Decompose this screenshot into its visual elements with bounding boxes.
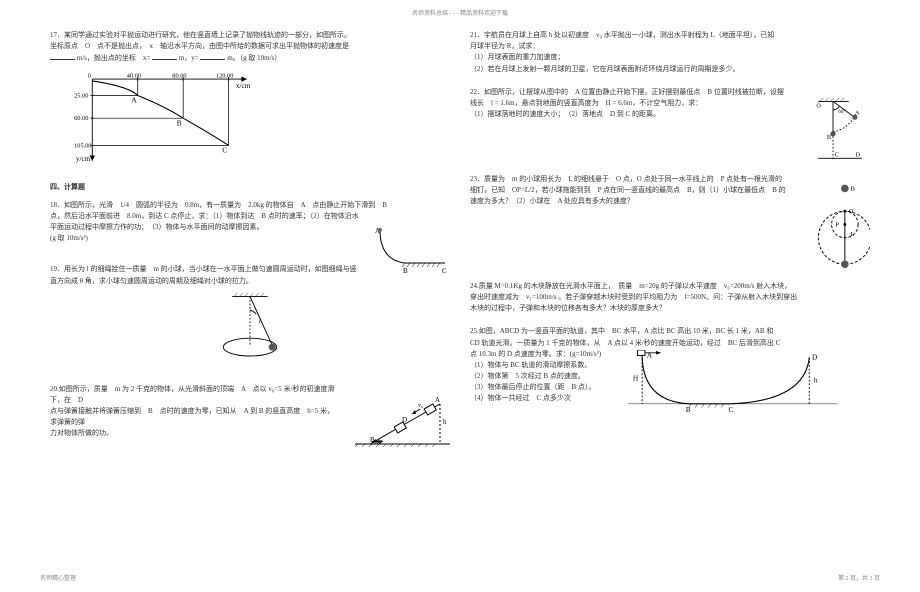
left-column: 17．某同学通过实验对平抛运动进行研究，他在竖直墙上记录了抛物线轨迹的一部分，如… [40,30,460,572]
question-22: 22．如图所示，让摆球从图中的 A 位置由静止开始下摆，正好摆到最低点 B 位置… [470,87,870,162]
svg-text:25.00: 25.00 [74,92,88,99]
svg-text:120.00: 120.00 [216,72,234,79]
q24-line1: 24.质量 M=0.1Kg 的木块静放在光滑水平面上， 质量 m=20g 的子弹… [470,281,870,292]
svg-text:D: D [402,416,407,424]
svg-text:D: D [856,152,861,158]
svg-text:B: B [177,119,182,127]
q25-line2: CD 轨道光滑。一质量为 1 千克的物体，从 A 点以 4 米/秒的速度开始运动… [470,338,870,349]
svg-text:O: O [849,208,854,215]
q21-line3: （1）月球表面的重力加速度； [470,52,870,63]
svg-text:A: A [855,110,860,116]
svg-text:0: 0 [88,72,91,79]
svg-text:B: B [370,436,375,444]
q23-line1: 23．质量为 m 的小球用长为 L 的细线悬于 O 点，O 点处于同一水平线上的… [470,174,810,185]
q17-line4: m，y= [179,54,199,62]
q21-line2: 月球半径为 R，试求： [470,41,870,52]
svg-text:H: H [633,373,639,382]
svg-text:C: C [729,405,734,414]
question-23: 23．质量为 m 的小球用长为 L 的细线悬于 O 点，O 点处于同一水平线上的… [470,174,870,269]
svg-text:40.00: 40.00 [127,72,141,79]
q23-figure: O P B L [815,179,870,269]
q22-figure: 60° A B O C D [810,97,870,167]
q22-line1: 22．如图所示，让摆球从图中的 A 位置由静止开始下摆，正好摆到最低点 B 位置… [470,87,805,98]
svg-text:B: B [851,185,856,192]
q17-blank1 [50,52,75,60]
svg-text:A: A [647,350,653,359]
q25-figure: A B C D H h [620,350,850,415]
q19-figure: l [190,292,310,372]
q22-line2: 线长 l = 1.6m，悬点到地面的竖直高度为 H = 6.6m，不计空气阻力，… [470,98,805,109]
svg-text:l: l [259,317,261,325]
svg-text:105.00: 105.00 [74,142,92,149]
q24-line2: 穿出时速度减为 v₁=100m/s 。若子弹穿越木块时受到的平均阻力为 f=50… [470,292,870,303]
question-17: 17．某同学通过实验对平抛运动进行研究，他在竖直墙上记录了抛物线轨迹的一部分，如… [50,30,450,170]
svg-text:D: D [812,352,818,361]
q17-blank3 [200,52,225,60]
q18-line1: 18．如图所示，光滑 1/4 圆弧的半径为 0.8m，有一质量为 2.0kg 的… [50,200,450,211]
section-4-title: 四、计算题 [50,182,450,192]
q17-chart: 0 40.00 80.00 120.00 x/cm 25.00 60.00 10… [70,70,260,170]
question-24: 24.质量 M=0.1Kg 的木块静放在光滑水平面上， 质量 m=20g 的子弹… [470,281,870,315]
q21-line1: 21．宇航员在月球上自高 h 处以初速度 v₀ 水平抛出一小球，测出水平射程为 … [470,30,870,41]
question-20: 20.如图所示，质量 m 为 2 千克的物体，从光滑斜面的顶端 A 点以 v₀=… [50,384,450,444]
q17-line1: 17．某同学通过实验对平抛运动进行研究，他在竖直墙上记录了抛物线轨迹的一部分，如… [50,30,450,41]
q17-line5: m。（g 取 10m/s） [227,54,281,62]
q23-line2: 细钉，已知 OP=L/2，若小球拖能到到 P 点在同一竖直线的最高点 B，则（1… [470,185,810,196]
footer-right: 第 2 页，共 3 页 [838,573,880,582]
svg-text:x/cm: x/cm [236,82,251,90]
svg-text:A: A [435,396,440,404]
svg-text:60°: 60° [838,108,845,115]
q17-blank2 [152,52,177,60]
svg-text:C: C [835,152,839,158]
svg-text:v₀: v₀ [418,403,423,409]
svg-text:P: P [835,221,839,228]
svg-text:h: h [443,418,447,426]
q17-line2: 坐标原点 O 点不是抛出点， x 轴沿水平方向，由图中所给的数据可求出平抛物体的… [50,41,450,52]
question-25: 25.如图，ABCD 为一竖直平面的轨道，其中 BC 水平，A 点比 BC 高出… [470,326,870,414]
q24-line3: 木块的过程中，子弹和木块的位移各有多大？木块的厚度多大？ [470,303,870,314]
svg-text:B: B [686,405,691,414]
q20-line2: 点与弹簧接触并将弹簧压缩到 B 点时的速度为零，已知从 A 到 B 的竖直高度 … [50,406,340,428]
svg-text:A: A [131,96,137,104]
q25-line1: 25.如图，ABCD 为一竖直平面的轨道，其中 BC 水平，A 点比 BC 高出… [470,326,870,337]
q21-line4: （2）若在月球上发射一颗月球的卫星，它在月球表面附近环绕月球运行的周期是多少。 [470,64,870,75]
q23-line3: 速度为多大？（2）小球在 A 处应具有多大的速度？ [470,196,810,207]
right-column: 21．宇航员在月球上自高 h 处以初速度 v₀ 水平抛出一小球，测出水平射程为 … [460,30,880,572]
question-18: 18．如图所示，光滑 1/4 圆弧的半径为 0.8m，有一质量为 2.0kg 的… [50,200,450,245]
svg-text:C: C [222,146,227,154]
q18-line2: 点，然后沿水平面前进 8.0m，到达 C 点停止，求：（1）物体到达 B 点时的… [50,211,450,222]
svg-text:60.00: 60.00 [74,115,88,122]
q20-figure: A D B h v₀ [350,394,460,449]
q19-line2: 直方向成 θ 角，求小球匀速圆周运动的周期及细绳对小球的拉力。 [50,276,450,287]
q19-line1: 19．用长为 l 的细绳拴住一质量 m 的小球，当小球在一水平面上做匀速圆周运动… [50,264,450,275]
question-21: 21．宇航员在月球上自高 h 处以初速度 v₀ 水平抛出一小球，测出水平射程为 … [470,30,870,75]
svg-text:B: B [827,135,831,141]
q22-line3: （1）摆球落地时的速度大小； （2）落地点 D 到 C 的距离。 [470,109,805,120]
svg-text:L: L [851,231,855,238]
question-19: 19．用长为 l 的细绳拴住一质量 m 的小球，当小球在一水平面上做匀速圆周运动… [50,264,450,371]
svg-text:h: h [814,375,818,384]
q20-line1: 20.如图所示，质量 m 为 2 千克的物体，从光滑斜面的顶端 A 点以 v₀=… [50,384,340,406]
page-header: 名师资料总结 - - - 精品资料欢迎下载 [0,8,920,17]
svg-text:O: O [816,103,821,109]
svg-text:80.00: 80.00 [172,72,186,79]
q17-line3: m/s，抛出点的坐标 x= [77,54,151,62]
q20-line3: 力对物体所做的功。 [50,428,340,439]
footer-left: 名师精心整理 [40,573,76,582]
svg-text:y/cm: y/cm [76,154,91,162]
